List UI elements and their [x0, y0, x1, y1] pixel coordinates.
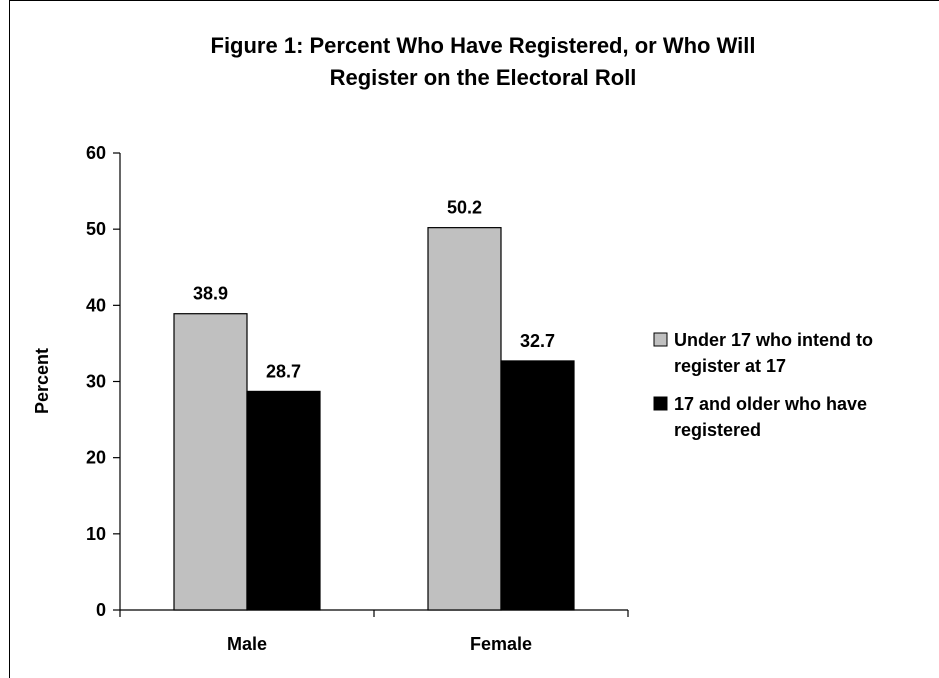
axes: 0 10 20 30 40 50 60 Male Female [86, 143, 629, 654]
bar [427, 227, 502, 611]
data-label: 32.7 [520, 331, 555, 351]
legend-label: register at 17 [674, 356, 786, 376]
legend: Under 17 who intend to register at 17 17 a… [653, 330, 873, 440]
legend-swatch [653, 396, 668, 411]
chart-title-line-1: Figure 1: Percent Who Have Registered, o… [211, 33, 756, 58]
y-tick-label: 30 [86, 372, 106, 392]
legend-label: Under 17 who intend to [674, 330, 873, 350]
y-axis-title: Percent [32, 348, 52, 414]
y-tick-label: 60 [86, 143, 106, 163]
data-label: 28.7 [266, 361, 301, 381]
bar [500, 360, 575, 611]
data-labels: 38.9 28.7 50.2 32.7 [193, 198, 555, 382]
bar [173, 313, 248, 611]
chart-title: Figure 1: Percent Who Have Registered, o… [211, 33, 756, 90]
x-tick-label: Female [470, 634, 532, 654]
y-tick-label: 10 [86, 524, 106, 544]
legend-label: registered [674, 420, 761, 440]
x-tick-label: Male [227, 634, 267, 654]
y-tick-label: 0 [96, 600, 106, 620]
y-tick-label: 40 [86, 295, 106, 315]
legend-label: 17 and older who have [674, 394, 867, 414]
chart-frame [9, 0, 939, 678]
y-tick-label: 20 [86, 448, 106, 468]
y-tick-label: 50 [86, 219, 106, 239]
data-label: 50.2 [447, 198, 482, 218]
legend-swatch [653, 332, 668, 347]
chart-title-line-2: Register on the Electoral Roll [330, 65, 637, 90]
bar [246, 390, 321, 611]
bars [173, 227, 575, 611]
data-label: 38.9 [193, 284, 228, 304]
